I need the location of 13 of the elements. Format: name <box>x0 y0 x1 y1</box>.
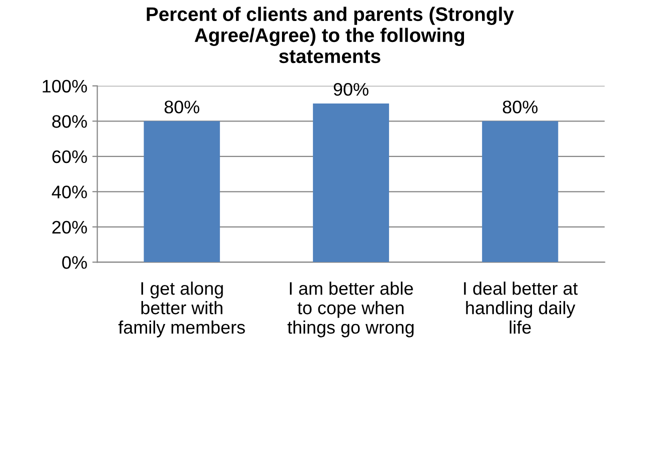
data-label: 80% <box>164 100 200 114</box>
data-label: 80% <box>502 100 538 114</box>
x-tick-label: I deal better at handling daily life <box>464 282 578 334</box>
y-tick-label: 0% <box>62 256 87 269</box>
y-tick-label: 60% <box>52 150 87 164</box>
y-tick-label: 80% <box>52 115 87 128</box>
x-tick-label: I am better able to cope when things go wrong <box>288 282 414 338</box>
y-tick-label: 100% <box>42 80 87 93</box>
y-tick-label: 20% <box>52 220 87 234</box>
x-tick-label: I get along better with family members <box>118 282 245 338</box>
data-label: 90% <box>334 82 368 96</box>
y-tick-label: 40% <box>52 186 87 198</box>
chart-title: Percent of clients and parents (Strongly Agree/Agree) to the following statements <box>146 6 514 64</box>
